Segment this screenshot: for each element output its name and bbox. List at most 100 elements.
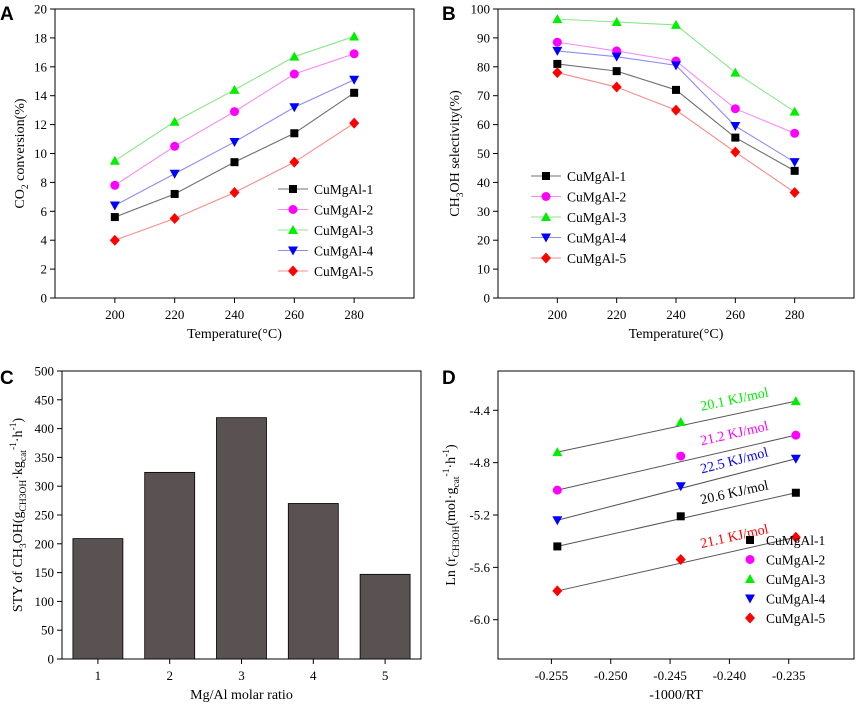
activation-energy-label: 20.1 KJ/mol: [699, 386, 770, 415]
x-tick-label: 240: [666, 307, 686, 322]
x-tick-label: 3: [238, 668, 245, 683]
y-tick-label: 250: [35, 508, 55, 523]
y-tick-label: 70: [477, 88, 490, 103]
data-point-CuMgAl-4: [289, 103, 300, 113]
data-point-CuMgAl-4: [552, 516, 563, 526]
x-axis-title: Temperature(°C): [629, 327, 724, 342]
y-tick-label: 16: [34, 59, 48, 74]
y-tick-label: 10: [34, 146, 47, 161]
y-tick-label: 150: [35, 565, 55, 580]
panel-d: -6.0 -5.6 -5.2 -4.8 -4.4 -0.255 -0.250 -0.245 -0…: [442, 368, 855, 703]
data-point-CuMgAl-1: [731, 133, 740, 142]
data-point-CuMgAl-5: [169, 213, 180, 225]
data-point-CuMgAl-2: [552, 37, 562, 47]
data-point-CuMgAl-3: [552, 14, 563, 24]
data-point-CuMgAl-3: [789, 106, 800, 116]
legend-label: CuMgAl-3: [314, 223, 374, 238]
activation-energy-label: 21.1 KJ/mol: [699, 522, 770, 552]
y-tick-label: -4.8: [469, 455, 490, 470]
legend-label: CuMgAl-4: [567, 231, 627, 246]
y-axis-title: STY of CH3OH(gCH3OH·kgcat-1·h-1): [9, 418, 29, 613]
panel-label: D: [442, 368, 456, 389]
legend-marker: [745, 555, 755, 564]
data-point-CuMgAl-2: [676, 451, 686, 461]
data-point-CuMgAl-3: [109, 155, 120, 165]
data-point-CuMgAl-5: [789, 187, 800, 199]
legend-label: CuMgAl-3: [567, 210, 627, 225]
data-point-CuMgAl-1: [110, 213, 119, 222]
data-point-CuMgAl-2: [552, 485, 562, 495]
legend-label: CuMgAl-2: [567, 190, 626, 205]
data-point-CuMgAl-4: [109, 201, 120, 211]
y-tick-label: 2: [41, 262, 48, 277]
legend-label: CuMgAl-2: [314, 203, 373, 218]
legend-label: CuMgAl-5: [766, 611, 826, 626]
x-axis-title: Temperature(°C): [187, 327, 282, 342]
data-point-CuMgAl-2: [289, 69, 299, 79]
legend-label: CuMgAl-4: [766, 592, 826, 607]
y-tick-label: 6: [41, 204, 48, 219]
data-point-CuMgAl-1: [612, 67, 621, 76]
legend-marker: [746, 536, 754, 544]
series-line-CuMgAl-1: [557, 63, 795, 172]
bar-1: [72, 538, 124, 660]
bar-2: [144, 471, 196, 660]
legend-marker: [288, 225, 298, 234]
data-point-CuMgAl-1: [553, 542, 562, 551]
data-point-CuMgAl-5: [611, 81, 622, 93]
data-point-CuMgAl-3: [730, 67, 741, 77]
x-tick-label: 220: [607, 307, 627, 322]
data-point-CuMgAl-5: [552, 585, 563, 597]
data-point-CuMgAl-2: [110, 180, 120, 190]
data-point-CuMgAl-5: [289, 156, 300, 168]
x-tick-label: -0.250: [594, 668, 628, 683]
y-axis-title: CH3OH selectivity(%): [448, 90, 466, 217]
data-point-CuMgAl-5: [671, 104, 681, 116]
y-tick-label: 30: [477, 204, 490, 219]
data-point-CuMgAl-4: [675, 482, 686, 492]
data-point-CuMgAl-1: [350, 88, 359, 97]
legend-marker: [541, 252, 551, 264]
y-tick-label: 50: [477, 146, 490, 161]
data-point-CuMgAl-1: [672, 85, 680, 94]
data-point-CuMgAl-3: [349, 31, 360, 41]
data-point-CuMgAl-1: [230, 158, 239, 167]
legend-marker: [288, 205, 298, 214]
data-point-CuMgAl-5: [730, 146, 741, 158]
bar-5: [359, 573, 411, 660]
data-point-CuMgAl-3: [229, 84, 240, 94]
legend-marker: [542, 172, 550, 180]
x-tick-label: -0.235: [772, 668, 806, 683]
legend-label: CuMgAl-1: [314, 182, 373, 197]
data-point-CuMgAl-1: [791, 488, 800, 497]
x-axis-title: -1000/RT: [649, 688, 703, 703]
legend-marker: [745, 574, 755, 583]
data-point-CuMgAl-3: [611, 17, 622, 27]
legend-label: CuMgAl-5: [567, 251, 627, 266]
x-tick-label: -0.255: [535, 668, 569, 683]
x-tick-label: 260: [285, 307, 305, 322]
y-tick-label: -5.2: [469, 508, 490, 523]
y-tick-label: 18: [34, 30, 47, 45]
y-tick-label: 0: [41, 291, 48, 306]
y-tick-label: 300: [35, 479, 55, 494]
x-tick-label: 5: [382, 668, 389, 683]
panel-label: B: [442, 4, 456, 25]
panel-label: A: [0, 4, 14, 25]
x-axis-title: Mg/Al molar ratio: [190, 688, 293, 703]
x-tick-label: -0.245: [653, 668, 687, 683]
x-tick-label: 4: [310, 668, 317, 683]
data-point-CuMgAl-3: [289, 51, 300, 61]
y-tick-label: 14: [34, 88, 48, 103]
bar-4: [287, 503, 339, 660]
activation-energy-label: 21.2 KJ/mol: [699, 419, 770, 449]
legend-label: CuMgAl-1: [567, 169, 626, 184]
y-tick-label: 350: [35, 450, 55, 465]
legend-label: CuMgAl-2: [766, 553, 825, 568]
y-axis-title: CO2 conversion(%): [13, 98, 31, 208]
legend-marker: [288, 246, 298, 256]
y-tick-label: -4.4: [469, 403, 490, 418]
fit-line-CuMgAl-1: [557, 492, 796, 547]
legend-marker: [541, 212, 551, 221]
y-tick-label: 50: [41, 623, 54, 638]
